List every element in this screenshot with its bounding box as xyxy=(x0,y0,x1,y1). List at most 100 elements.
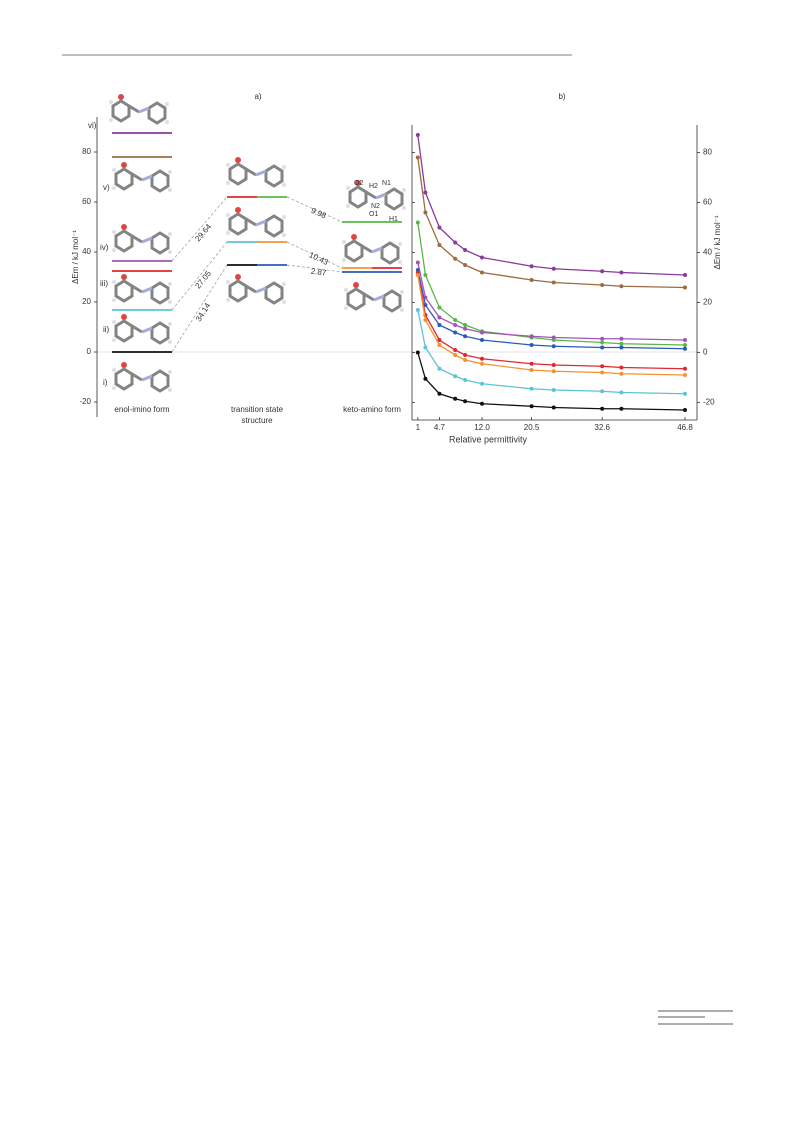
data-point xyxy=(463,263,468,267)
barrier-label: 10.43 xyxy=(308,250,330,267)
data-point xyxy=(619,336,624,341)
data-point xyxy=(463,378,468,382)
data-point xyxy=(453,318,458,322)
data-point xyxy=(415,133,420,137)
data-point xyxy=(480,361,484,366)
data-point xyxy=(683,338,687,342)
data-point xyxy=(463,334,468,339)
data-point xyxy=(529,264,534,269)
data-point xyxy=(463,353,468,357)
data-point xyxy=(619,406,624,411)
data-point xyxy=(453,323,458,327)
barrier-label: 2.87 xyxy=(310,267,327,278)
series-line xyxy=(417,262,686,341)
atom-label: H1 xyxy=(389,216,398,223)
data-point xyxy=(463,326,468,331)
data-point xyxy=(415,273,420,277)
y-axis-label: ΔEm / kJ mol⁻¹ xyxy=(71,230,80,284)
barrier-label: 29.64 xyxy=(193,222,213,243)
data-point xyxy=(415,155,420,160)
data-point xyxy=(423,190,428,195)
data-point xyxy=(423,318,428,322)
data-point xyxy=(529,404,534,409)
data-point xyxy=(683,346,687,351)
structure-label: iv) xyxy=(100,243,109,252)
data-point xyxy=(480,356,484,361)
y-tick-label: 20 xyxy=(703,298,712,307)
x-axis-label: Relative permittivity xyxy=(449,434,528,444)
x-tick-label: 32.6 xyxy=(594,423,610,432)
data-point xyxy=(551,405,556,410)
data-point xyxy=(551,335,556,340)
data-point xyxy=(683,408,687,412)
data-point xyxy=(683,285,687,290)
data-point xyxy=(551,369,556,374)
data-point xyxy=(619,345,624,350)
data-point xyxy=(683,366,687,371)
data-point xyxy=(619,270,624,275)
column-label: transition state structure xyxy=(230,405,284,425)
y-axis-label: ΔEm / kJ mol⁻¹ xyxy=(713,215,722,269)
data-point xyxy=(463,399,468,404)
panel-label: a) xyxy=(254,92,261,101)
structure-label: ii) xyxy=(103,325,110,334)
data-point xyxy=(619,390,624,395)
data-point xyxy=(437,391,442,396)
data-point xyxy=(683,273,687,277)
molecules xyxy=(107,92,408,394)
data-point xyxy=(551,280,556,285)
barrier-connector xyxy=(286,196,343,223)
atom-label: O1 xyxy=(369,211,378,218)
data-point xyxy=(683,343,687,347)
x-tick-label: 4.7 xyxy=(434,423,446,432)
data-point xyxy=(437,338,442,342)
column-label: enol-imino form xyxy=(114,405,170,414)
data-point xyxy=(463,323,468,327)
data-point xyxy=(453,330,458,335)
data-point xyxy=(453,348,458,352)
data-point xyxy=(551,266,556,271)
structure-label: vi) xyxy=(88,121,97,130)
data-point xyxy=(437,343,442,347)
data-point xyxy=(480,330,484,335)
data-point xyxy=(437,243,442,247)
barrier-connector xyxy=(171,196,228,262)
data-point xyxy=(619,284,624,289)
data-point xyxy=(600,283,605,287)
atom-label: H2 xyxy=(369,183,378,190)
series-line xyxy=(417,352,686,411)
data-point xyxy=(437,366,442,371)
data-point xyxy=(453,256,458,261)
footer-rules xyxy=(658,1010,733,1025)
data-point xyxy=(551,363,556,367)
column-label: keto-amino form xyxy=(343,405,401,414)
data-point xyxy=(453,353,458,357)
data-point xyxy=(480,255,484,260)
data-point xyxy=(600,345,605,350)
data-point xyxy=(423,376,428,381)
atom-label: O2 xyxy=(354,180,363,187)
y-tick-label: -20 xyxy=(703,398,715,407)
data-point xyxy=(529,343,534,347)
y-tick-label: 80 xyxy=(82,147,91,156)
data-point xyxy=(463,248,468,252)
data-point xyxy=(480,381,484,386)
data-point xyxy=(437,323,442,327)
barrier-label: 27.05 xyxy=(193,269,213,291)
data-point xyxy=(529,386,534,391)
x-tick-label: 46.8 xyxy=(677,423,693,432)
barrier-connector xyxy=(171,264,228,353)
data-point xyxy=(463,358,468,362)
data-point xyxy=(619,341,624,346)
y-tick-label: 40 xyxy=(703,248,712,257)
barrier-label: 9.98 xyxy=(310,206,328,221)
series-line xyxy=(417,134,686,276)
y-tick-label: 20 xyxy=(82,297,91,306)
data-point xyxy=(480,401,484,406)
data-point xyxy=(619,365,624,370)
x-tick-label: 1 xyxy=(416,423,421,432)
barrier-connector xyxy=(286,241,343,269)
data-point xyxy=(529,361,534,366)
